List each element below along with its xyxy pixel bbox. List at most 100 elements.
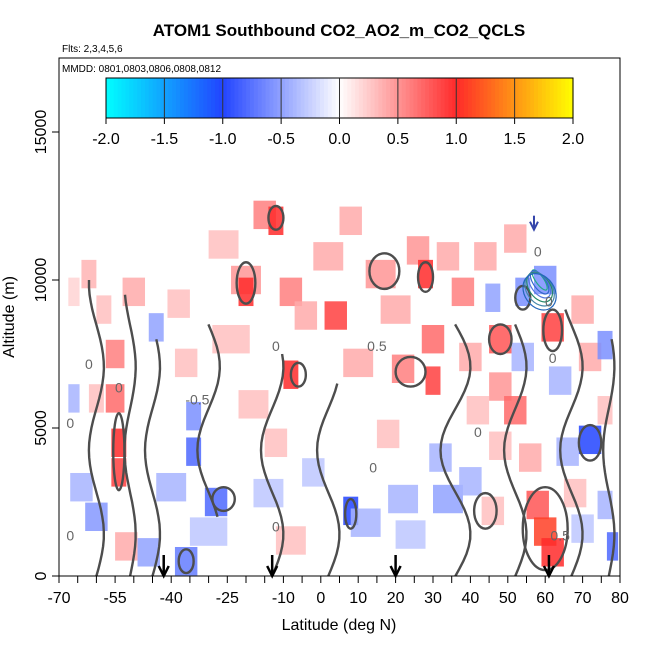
contour-label: 0	[66, 415, 74, 431]
colorbar-segment	[530, 78, 535, 118]
x-tick-label: 40	[462, 590, 480, 607]
heatmap-cell	[489, 372, 512, 401]
heatmap-cell	[541, 313, 564, 342]
colorbar-tick-label: -1.0	[209, 131, 237, 148]
colorbar-segment	[129, 78, 134, 118]
heatmap-cell	[174, 348, 198, 378]
contour-line	[343, 497, 358, 530]
heatmap-cell	[279, 277, 303, 307]
heatmap-cell	[481, 496, 505, 526]
heatmap-cell	[105, 339, 125, 369]
heatmap-cell	[489, 431, 512, 460]
x-axis-label: Latitude (deg N)	[282, 617, 397, 634]
colorbar-segment	[117, 78, 123, 118]
contour-line	[289, 361, 308, 388]
colorbar-segment	[218, 78, 224, 118]
colorbar-segment	[288, 78, 294, 118]
colorbar-segment	[495, 78, 500, 118]
heatmap-cell	[489, 324, 512, 354]
contour-line	[416, 261, 435, 294]
y-axis: 0 5000 10000 15000	[33, 110, 59, 580]
colorbar-segment	[370, 78, 376, 118]
contour-line	[439, 323, 472, 577]
contour-label: 0	[272, 338, 280, 354]
heatmap-cell	[380, 295, 411, 324]
colorbar-segment	[156, 78, 162, 118]
colorbar-segment	[374, 78, 380, 118]
contour-label: 0	[369, 459, 377, 475]
contour-line	[196, 323, 222, 518]
heatmap-cell	[451, 277, 475, 307]
contour-label: 0	[66, 527, 74, 543]
colorbar-segment	[144, 78, 150, 118]
colorbar-segment	[125, 78, 130, 118]
contour-label: 0	[549, 350, 557, 366]
colorbar-tick-label: 0.5	[387, 131, 409, 148]
colorbar-segment	[234, 78, 239, 118]
heatmap-cell	[313, 242, 344, 271]
colorbar-segment	[347, 78, 352, 118]
contour-line	[368, 252, 401, 291]
colorbar-segment	[176, 78, 181, 118]
y-tick-label: 0	[33, 571, 50, 580]
colorbar-segment	[339, 78, 344, 118]
colorbar-segment	[257, 78, 263, 118]
colorbar-segment	[401, 78, 407, 118]
heatmap-cell	[548, 366, 572, 395]
colorbar-segment	[526, 78, 531, 118]
heatmap-cell	[156, 472, 187, 502]
colorbar-segment	[230, 78, 236, 118]
x-tick-label: 70	[574, 590, 592, 607]
colorbar-segment	[187, 78, 193, 118]
heatmap-cell	[485, 283, 501, 312]
upper-flight-arrow-head	[529, 221, 539, 232]
colorbar-segment	[343, 78, 348, 118]
colorbar-segment	[246, 78, 251, 118]
colorbar-segment	[323, 78, 329, 118]
colorbar-segment	[417, 78, 422, 118]
colorbar-tick-label: -1.5	[151, 131, 179, 148]
colorbar-segment	[226, 78, 232, 118]
colorbar-segment	[378, 78, 383, 118]
y-tick-label: 5000	[33, 410, 50, 446]
x-tick-label: -70	[47, 590, 70, 607]
colorbar: -2.0 -1.5 -1.0 -0.5 0.0 0.5 1.0 1.5 2.0	[92, 77, 584, 148]
colorbar-segment	[242, 78, 247, 118]
colorbar-segment	[265, 78, 271, 118]
contour-line	[211, 486, 236, 513]
contour-line	[394, 355, 427, 388]
colorbar-segment	[444, 78, 450, 118]
heatmap-cell	[578, 342, 602, 372]
colorbar-segment	[390, 78, 395, 118]
colorbar-segment	[483, 78, 488, 118]
heatmap-cell	[264, 428, 288, 458]
dates-subtitle: MMDD: 0801,0803,0806,0808,0812	[62, 64, 221, 75]
contour-lines	[87, 204, 616, 577]
heatmap-cell	[556, 437, 579, 466]
heatmap-cell	[511, 342, 534, 372]
contour-line	[472, 491, 498, 530]
colorbar-segment	[393, 78, 399, 118]
colorbar-segment	[448, 78, 453, 118]
heatmap-cell	[421, 324, 445, 354]
contour-label: 0	[474, 424, 482, 440]
heatmap-cell	[578, 425, 602, 455]
heatmap-cell	[105, 384, 125, 413]
heatmap-cell	[238, 390, 269, 419]
colorbar-segment	[211, 78, 216, 118]
colorbar-segment	[366, 78, 372, 118]
colorbar-segment	[331, 78, 337, 118]
colorbar-segment	[277, 78, 282, 118]
colorbar-segment	[113, 78, 119, 118]
colorbar-segment	[479, 78, 485, 118]
colorbar-segment	[179, 78, 185, 118]
colorbar-tick-label: 0.0	[328, 131, 350, 148]
y-axis-label: Altitude (m)	[1, 276, 18, 358]
colorbar-segment	[456, 78, 461, 118]
colorbar-segment	[491, 78, 496, 118]
colorbar-segment	[355, 78, 360, 118]
x-tick-label: 30	[424, 590, 442, 607]
colorbar-segment	[467, 78, 473, 118]
colorbar-segment	[421, 78, 426, 118]
colorbar-segment	[164, 78, 169, 118]
